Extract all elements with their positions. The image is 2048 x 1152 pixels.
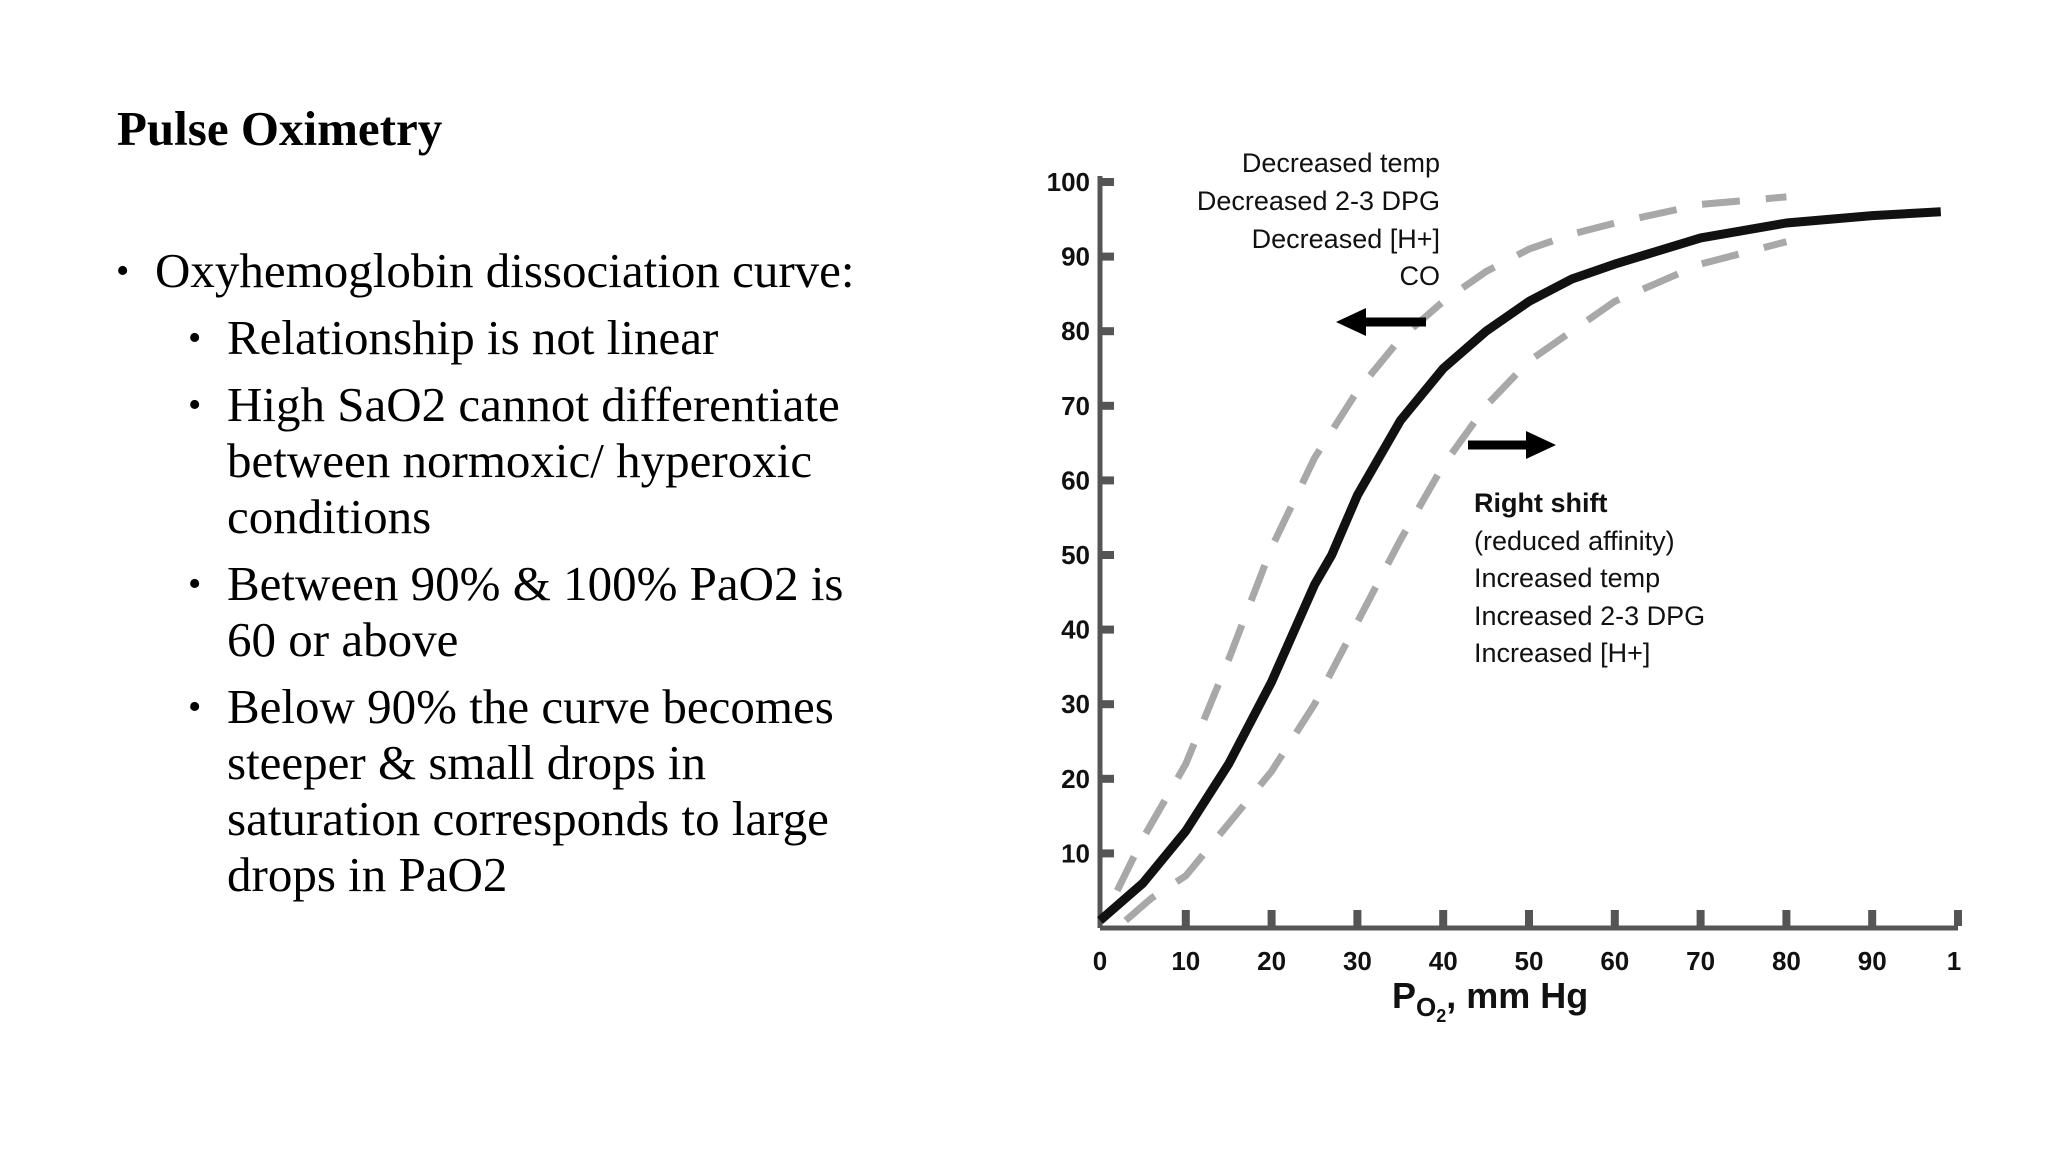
right-shift-label: Right shift xyxy=(1474,488,1607,518)
x-tick-label: 1 xyxy=(1947,946,1961,976)
x-tick-label: 0 xyxy=(1093,946,1107,976)
y-tick-label: 20 xyxy=(1061,764,1090,794)
x-tick-label: 60 xyxy=(1600,946,1629,976)
x-tick-label: 40 xyxy=(1429,946,1458,976)
y-tick-mark xyxy=(1102,476,1114,485)
y-tick-mark xyxy=(1102,252,1114,261)
y-tick-label: 80 xyxy=(1061,316,1090,346)
y-tick-label: 30 xyxy=(1061,689,1090,719)
x-tick-mark xyxy=(1782,910,1791,926)
y-tick-mark xyxy=(1102,401,1114,410)
right-shift-label: Increased temp xyxy=(1474,563,1660,593)
x-axis-label: PO2, mm Hg xyxy=(1392,975,1588,1026)
sub-bullet-list: Relationship is not linear High SaO2 can… xyxy=(188,310,872,903)
x-tick-label: 50 xyxy=(1515,946,1544,976)
x-tick-mark xyxy=(1610,910,1619,926)
x-tick-mark xyxy=(1353,910,1362,926)
y-tick-label: 40 xyxy=(1061,615,1090,645)
sub-bullet-item: Between 90% & 100% PaO2 is 60 or above xyxy=(188,556,872,668)
normal-dissociation-curve xyxy=(1097,207,1942,924)
slide-title: Pulse Oximetry xyxy=(117,101,443,156)
y-tick-label: 50 xyxy=(1061,540,1090,570)
right-shift-arrow-head xyxy=(1526,431,1556,459)
left-shift-label: Decreased 2-3 DPG xyxy=(1197,186,1440,216)
y-tick-label: 10 xyxy=(1061,838,1090,868)
right-shift-label: (reduced affinity) xyxy=(1474,526,1675,556)
x-tick-label: 20 xyxy=(1257,946,1286,976)
y-tick-label: 90 xyxy=(1061,242,1090,272)
chart-axes xyxy=(1097,176,1958,931)
x-tick-mark xyxy=(1267,910,1276,926)
right-shift-label: Increased 2-3 DPG xyxy=(1474,601,1705,631)
chart-annotations: PO2, mm Hg Decreased temp Decreased 2-3 DP… xyxy=(1197,148,1705,1026)
bullet-list: Oxyhemoglobin dissociation curve: Relati… xyxy=(112,243,872,914)
x-tick-mark xyxy=(1696,910,1705,926)
bullet-main: Oxyhemoglobin dissociation curve: xyxy=(112,243,872,299)
y-tick-mark xyxy=(1102,700,1114,709)
sub-bullet-item: Relationship is not linear xyxy=(188,310,872,366)
x-tick-mark xyxy=(1954,910,1962,926)
shifted-curve-2 xyxy=(1123,238,1788,924)
y-tick-label: 60 xyxy=(1061,465,1090,495)
left-shift-label: Decreased temp xyxy=(1242,148,1440,178)
oxyhemoglobin-chart: 10 20 30 40 50 60 70 80 90 100 0 10 20 30 40 50 60 70 80 90… xyxy=(1047,148,1962,1026)
y-tick-label: 70 xyxy=(1061,391,1090,421)
x-tick-label: 10 xyxy=(1171,946,1200,976)
right-shift-label: Increased [H+] xyxy=(1474,638,1650,668)
left-shift-label: Decreased [H+] xyxy=(1252,224,1440,254)
left-shift-arrow-head xyxy=(1336,308,1366,336)
x-tick-mark xyxy=(1439,910,1448,926)
y-tick-mark xyxy=(1102,178,1114,186)
x-tick-mark xyxy=(1181,910,1190,926)
x-tick-label: 70 xyxy=(1686,946,1715,976)
x-tick-mark xyxy=(1525,910,1533,926)
x-tick-label: 90 xyxy=(1858,946,1887,976)
x-tick-label: 30 xyxy=(1343,946,1372,976)
y-tick-mark xyxy=(1102,327,1114,336)
chart-ticks: 10 20 30 40 50 60 70 80 90 100 0 10 20 30 40 50 60 70 80 90… xyxy=(1047,167,1962,976)
y-tick-label: 100 xyxy=(1047,167,1090,197)
left-shift-label: CO xyxy=(1400,261,1441,291)
shifted-curve-1 xyxy=(1114,193,1787,893)
y-tick-mark xyxy=(1102,849,1114,858)
sub-bullet-item: High SaO2 cannot differentiate between n… xyxy=(188,377,872,545)
x-tick-mark xyxy=(1868,910,1877,926)
y-tick-mark xyxy=(1102,551,1114,559)
sub-bullet-item: Below 90% the curve becomes steeper & sm… xyxy=(188,679,872,903)
y-tick-mark xyxy=(1102,625,1114,634)
x-tick-label: 80 xyxy=(1772,946,1801,976)
y-tick-mark xyxy=(1102,774,1114,783)
chart-curves xyxy=(1097,193,1942,924)
